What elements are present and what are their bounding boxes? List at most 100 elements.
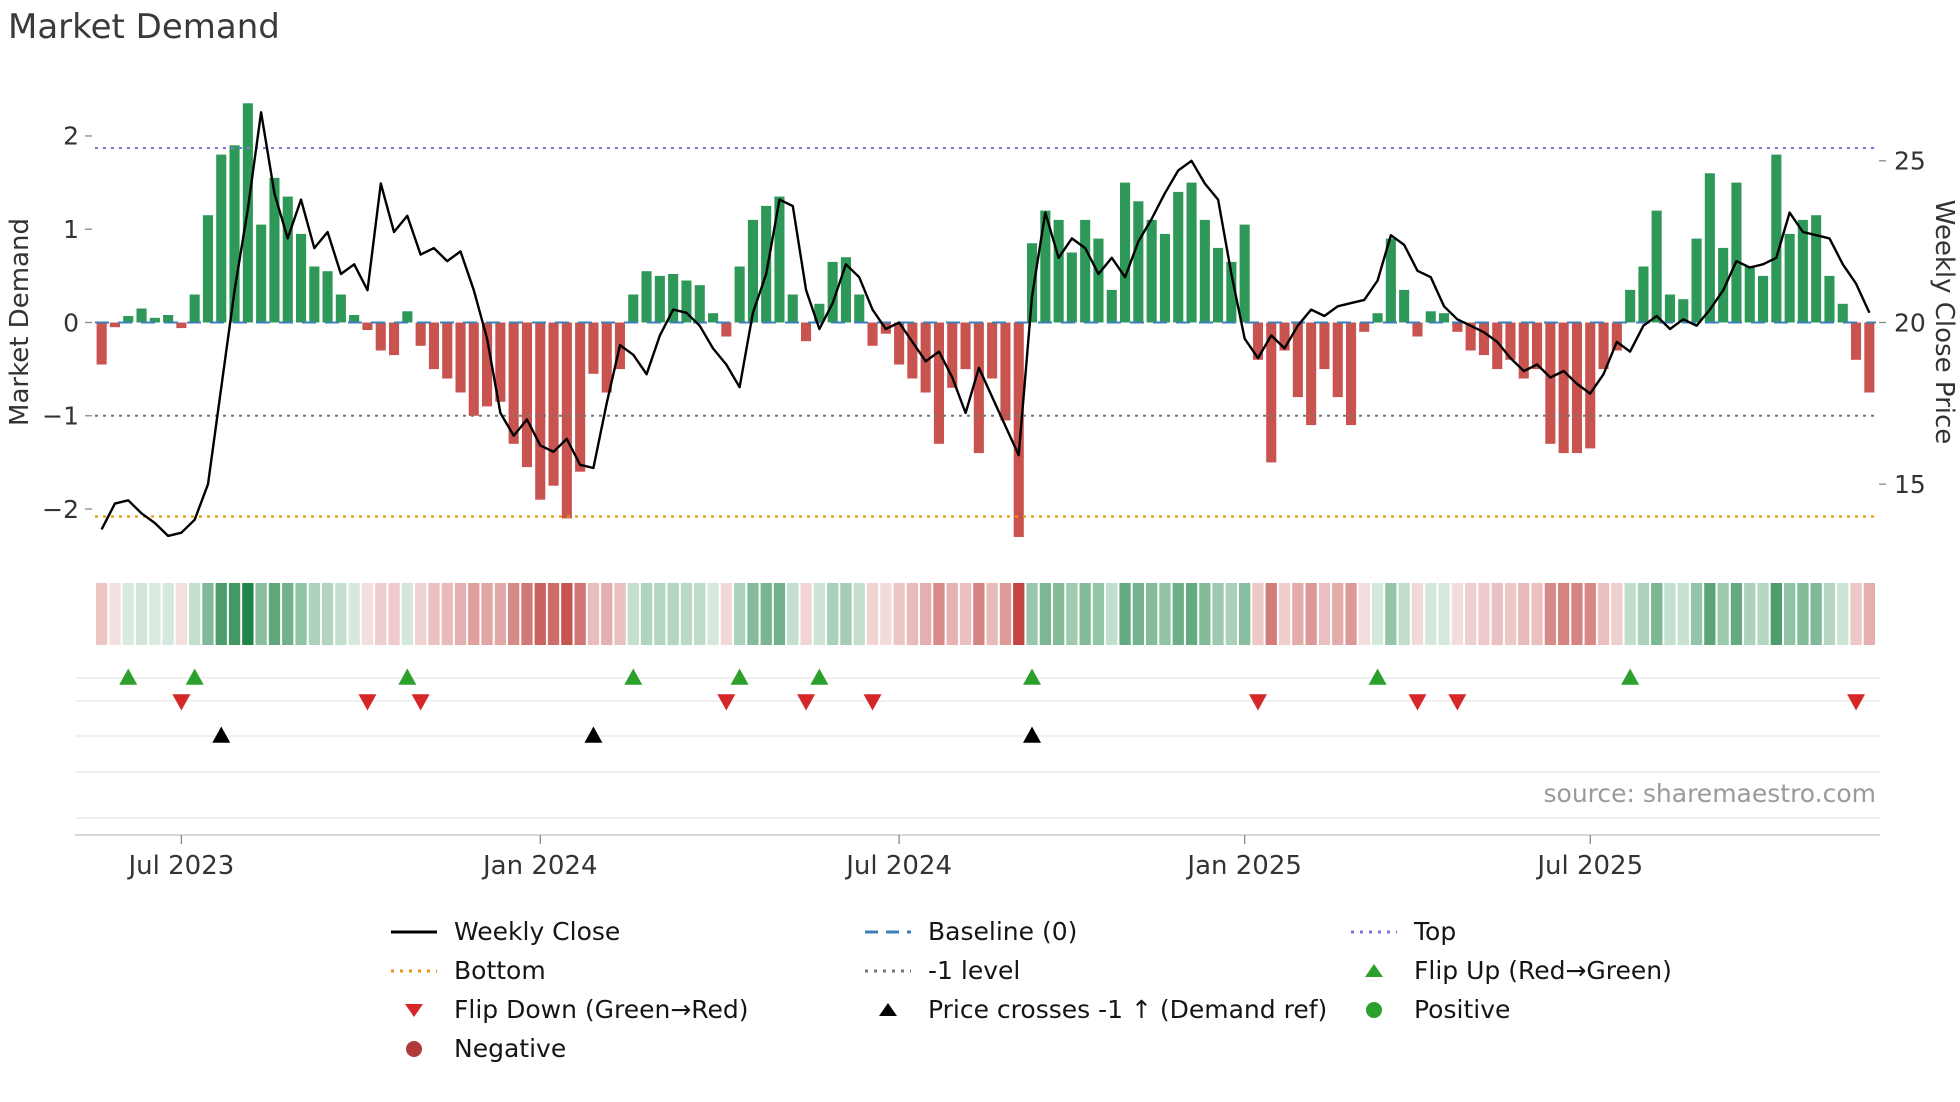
heatmap-cell [1850, 583, 1862, 645]
heatmap-cell [1770, 583, 1782, 645]
heatmap-cell [1239, 583, 1251, 645]
demand-bar [362, 322, 373, 330]
flip-down-markers [172, 694, 1866, 711]
heatmap-cell [880, 583, 892, 645]
demand-bar [96, 322, 107, 365]
demand-bar [1571, 322, 1582, 454]
demand-bar [1239, 224, 1250, 323]
demand-bar [641, 271, 652, 323]
demand-bar [1199, 219, 1210, 323]
heatmap-cell [361, 583, 374, 645]
heatmap-cell [1863, 583, 1875, 645]
heatmap-cell [787, 583, 799, 645]
heatmap-cell [1013, 583, 1025, 645]
demand-bar [1718, 247, 1729, 323]
heatmap-cell [1823, 583, 1836, 645]
demand-bar [149, 317, 160, 323]
demand-bar [933, 322, 944, 444]
heatmap-cell [109, 583, 121, 645]
demand-bar [202, 215, 213, 323]
heatmap-cell [348, 583, 360, 645]
heatmap-cell [308, 583, 320, 645]
legend-label: Bottom [454, 956, 546, 985]
heatmap-cell [1837, 583, 1849, 645]
demand-bar [588, 322, 599, 374]
demand-bar [349, 315, 360, 323]
heatmap-cell [189, 583, 201, 645]
heatmap-cell [694, 583, 706, 645]
demand-bar [1704, 173, 1715, 323]
heatmap-cell [760, 583, 772, 645]
demand-bar [123, 316, 134, 323]
demand-bar [1159, 233, 1170, 323]
minus1-dotted-line-icon [862, 961, 914, 981]
heatmap-cell [1305, 583, 1317, 645]
positive-dot-icon [1348, 1000, 1400, 1020]
demand-bar [402, 311, 413, 323]
flip-down-marker [1408, 694, 1427, 711]
flip-up-marker [810, 668, 829, 685]
demand-bar [575, 322, 586, 472]
heatmap-cell [202, 583, 214, 645]
heatmap-cell [335, 583, 347, 645]
heatmap-cell [946, 583, 958, 645]
market-demand-chart: Market Demand Market Demand Weekly Close… [5, 7, 1959, 881]
heatmap-cell [388, 583, 400, 645]
demand-bar [442, 322, 453, 379]
demand-bar [322, 271, 333, 323]
bars [96, 103, 1875, 537]
legend-label: Top [1414, 917, 1457, 946]
heatmap-cell [1039, 583, 1051, 645]
heatmap-cell [587, 583, 600, 645]
heatmap-cell [149, 583, 161, 645]
demand-bar [455, 322, 466, 393]
demand-bar [721, 322, 732, 337]
heatmap-cell [667, 583, 679, 645]
heatmap-cell [534, 583, 546, 645]
flip-up-marker [1621, 668, 1640, 685]
legend-label: Negative [454, 1034, 567, 1063]
weekly-close-line-icon [388, 922, 440, 942]
heatmap-cell [1584, 583, 1596, 645]
demand-bar [335, 294, 346, 323]
demand-bar [1346, 322, 1357, 426]
heatmap-cell [1531, 583, 1543, 645]
legend-entry-positive: Positive [1348, 990, 1672, 1029]
demand-bar [668, 274, 679, 323]
legend-entry-bottom: Bottom [388, 951, 749, 990]
demand-bar [1465, 322, 1476, 351]
demand-bar [561, 322, 572, 519]
flip-up-triangle-icon [1348, 961, 1400, 981]
heatmap-cell [1398, 583, 1410, 645]
heatmap-cell [1717, 583, 1729, 645]
demand-bar [1173, 191, 1184, 323]
demand-bar [1106, 289, 1117, 323]
heatmap-cell [614, 583, 626, 645]
demand-bar [109, 322, 120, 328]
heatmap-cell [627, 583, 639, 645]
heatmap-cell [1172, 583, 1184, 645]
right-axis-ticks: 25 20 15 [1879, 147, 1926, 499]
heatmap-cell [1478, 583, 1490, 645]
heatmap-cell [1438, 583, 1450, 645]
heatmap-cell [1265, 583, 1277, 645]
demand-bar [216, 154, 227, 323]
bottom-dotted-line-icon [388, 961, 440, 981]
flip-up-marker [1023, 668, 1042, 685]
demand-bar [1372, 313, 1383, 323]
price-cross-markers [212, 726, 1042, 743]
demand-bar [1292, 322, 1303, 398]
demand-bar [1478, 322, 1489, 356]
demand-bar [1332, 322, 1343, 398]
heatmap-cell [1784, 583, 1796, 645]
right-axis-label: Weekly Close Price [1929, 200, 1959, 445]
demand-bar [1758, 275, 1769, 323]
demand-bar [987, 322, 998, 379]
baseline-dashed-line-icon [862, 922, 914, 942]
demand-bar [1013, 322, 1024, 537]
demand-bar [973, 322, 984, 454]
heatmap-cell [827, 583, 839, 645]
demand-bar [1412, 322, 1423, 337]
heatmap-cell [521, 583, 533, 645]
heatmap-cell [1159, 583, 1171, 645]
